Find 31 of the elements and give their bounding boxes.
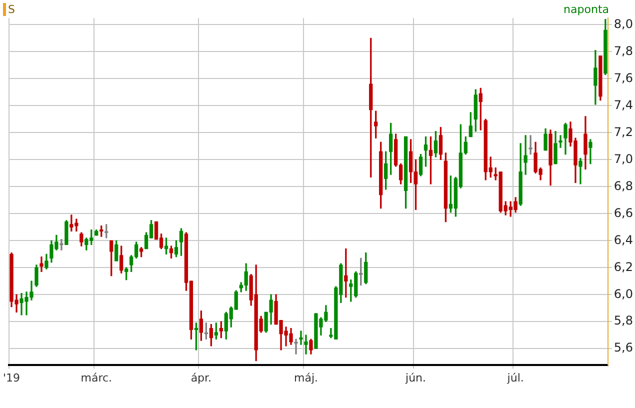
candlestick <box>578 158 582 184</box>
text: S <box>3 3 17 16</box>
y-tick-label: 7,2 <box>614 124 634 139</box>
y-tick-label: 6,0 <box>614 286 634 301</box>
y-tick-label: 5,6 <box>614 340 634 355</box>
y-tick-label: 6,6 <box>614 206 634 220</box>
x-tick-label: márc. <box>80 371 112 384</box>
x-tick-label: júl. <box>506 371 524 384</box>
y-tick-label: 6,4 <box>614 232 634 247</box>
y-tick-label: 7,0 <box>614 152 634 166</box>
y-tick-label: 7,6 <box>614 70 634 85</box>
y-tick-label: 7,4 <box>614 98 634 112</box>
candlestick <box>558 135 562 148</box>
x-tick-label: máj. <box>294 371 318 384</box>
x-tick-label: '19 <box>3 371 20 384</box>
candlestick <box>40 256 44 272</box>
y-tick-label: 6,2 <box>614 260 634 274</box>
x-tick-label: ápr. <box>190 371 212 384</box>
candlestick <box>304 334 308 354</box>
y-tick-label: 5,8 <box>614 314 634 328</box>
text: naponta <box>564 3 609 16</box>
y-tick-label: 8,0 <box>614 16 634 31</box>
candlestick <box>588 139 592 164</box>
x-tick-label: jún. <box>404 371 426 384</box>
candlestick <box>294 338 298 354</box>
candlestick <box>60 238 64 250</box>
y-tick-label: 7,8 <box>614 44 634 58</box>
candlestick <box>524 135 528 175</box>
candlestick <box>299 330 303 345</box>
y-tick-label: 6,8 <box>614 178 634 193</box>
candlestick <box>528 135 532 155</box>
